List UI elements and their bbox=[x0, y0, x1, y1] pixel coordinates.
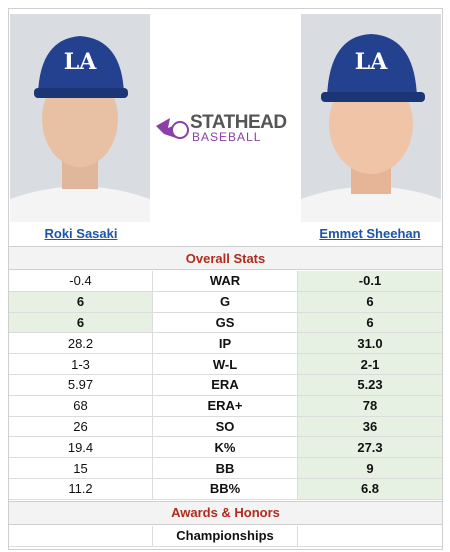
right-value bbox=[298, 526, 442, 547]
stat-label: IP bbox=[152, 333, 298, 355]
logo: STATHEAD BASEBALL bbox=[154, 112, 299, 144]
logo-sub: BASEBALL bbox=[192, 130, 262, 144]
stat-label: ERA+ bbox=[152, 395, 298, 417]
svg-text:LA: LA bbox=[64, 49, 97, 75]
player-link[interactable]: Emmet Sheehan bbox=[319, 226, 421, 241]
left-value: 5.97 bbox=[9, 375, 152, 396]
stat-label: WAR bbox=[152, 271, 298, 292]
left-value: 11.2 bbox=[9, 479, 152, 500]
section-header: Awards & Honors bbox=[9, 500, 442, 525]
right-value: 78 bbox=[298, 395, 442, 417]
left-value: 6 bbox=[9, 291, 152, 313]
stat-label: BB bbox=[152, 458, 298, 479]
right-value: 5.23 bbox=[298, 375, 442, 396]
left-value: 68 bbox=[9, 396, 152, 417]
section-header: Overall Stats bbox=[9, 246, 442, 270]
right-value: 9 bbox=[298, 458, 442, 479]
left-value: 6 bbox=[9, 312, 152, 334]
stat-label: K% bbox=[152, 437, 298, 459]
left-value bbox=[9, 526, 152, 547]
stat-label: Championships bbox=[152, 525, 298, 547]
photo-art: LA bbox=[301, 34, 441, 222]
right-value: 6 bbox=[298, 291, 442, 313]
player-photo: LA bbox=[10, 14, 150, 222]
stat-label: G bbox=[152, 291, 298, 313]
logo-brand: STATHEAD bbox=[190, 112, 287, 133]
right-value: 6 bbox=[298, 312, 442, 334]
player-link[interactable]: Roki Sasaki bbox=[44, 226, 118, 241]
right-value: 31.0 bbox=[298, 333, 442, 355]
left-value: 15 bbox=[9, 458, 152, 479]
photo-art: LA bbox=[10, 36, 150, 222]
frame bbox=[8, 8, 443, 550]
left-value: -0.4 bbox=[9, 271, 152, 292]
left-value: 28.2 bbox=[9, 333, 152, 355]
right-value: 27.3 bbox=[298, 437, 442, 459]
stat-label: W-L bbox=[152, 354, 298, 375]
right-value: 36 bbox=[298, 416, 442, 438]
right-value: -0.1 bbox=[298, 271, 442, 292]
left-value: 1-3 bbox=[9, 354, 152, 375]
stat-label: BB% bbox=[152, 479, 298, 500]
stat-label: SO bbox=[152, 416, 298, 438]
right-value: 2-1 bbox=[298, 354, 442, 375]
player-photo: LA bbox=[301, 14, 441, 222]
left-value: 26 bbox=[9, 417, 152, 438]
left-value: 19.4 bbox=[9, 437, 152, 459]
logo-icon bbox=[156, 118, 189, 139]
stat-label: ERA bbox=[152, 375, 298, 396]
stat-label: GS bbox=[152, 312, 298, 334]
right-value: 6.8 bbox=[298, 479, 442, 500]
svg-text:LA: LA bbox=[355, 49, 388, 75]
